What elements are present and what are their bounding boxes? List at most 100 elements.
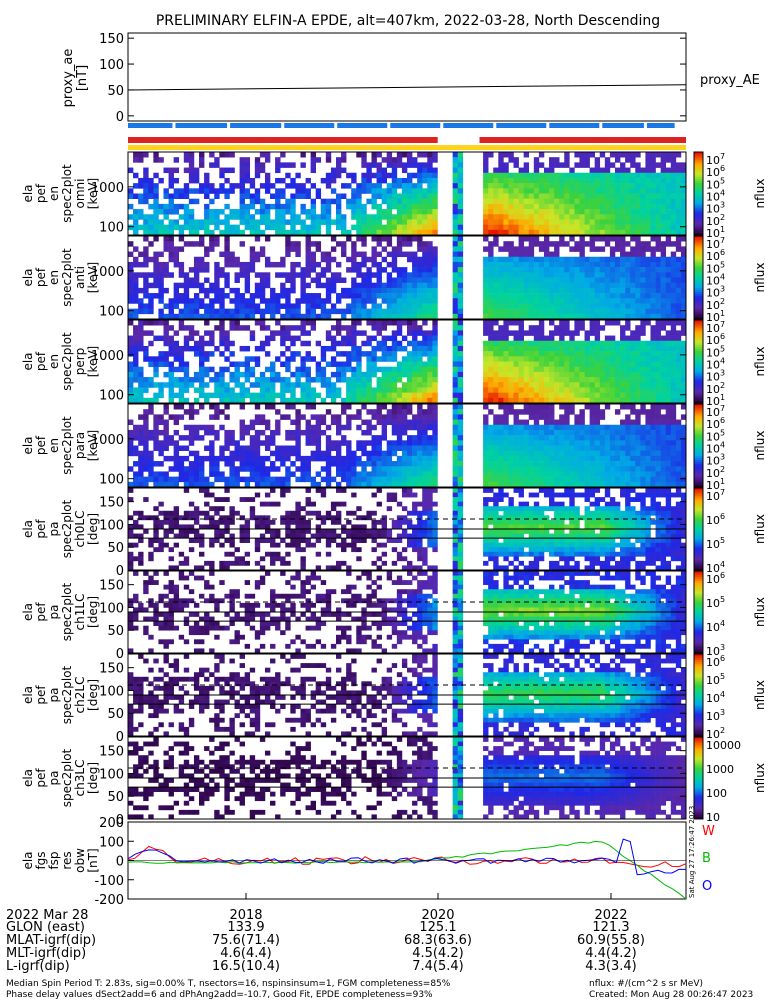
heatmap-cell bbox=[650, 293, 656, 299]
heatmap-cell bbox=[574, 440, 580, 446]
heatmap-cell bbox=[538, 461, 545, 467]
heatmap-cell bbox=[635, 287, 641, 294]
heatmap-cell bbox=[549, 356, 555, 362]
heatmap-cell bbox=[543, 371, 550, 378]
heatmap-cell bbox=[224, 203, 230, 210]
heatmap-cell bbox=[635, 183, 641, 189]
heatmap-cell bbox=[138, 340, 144, 347]
heatmap-cell bbox=[346, 229, 352, 236]
heatmap-cell bbox=[559, 209, 565, 215]
heatmap-cell bbox=[168, 177, 174, 184]
heatmap-cell bbox=[356, 203, 362, 210]
heatmap-cell bbox=[559, 356, 565, 362]
heatmap-cell bbox=[457, 198, 464, 205]
heatmap-cell bbox=[366, 371, 372, 378]
heatmap-cell bbox=[335, 308, 342, 315]
heatmap-cell bbox=[457, 419, 464, 426]
heatmap-cell bbox=[249, 392, 256, 399]
heatmap-cell bbox=[589, 392, 595, 399]
heatmap-cell bbox=[366, 320, 372, 326]
heatmap-cell bbox=[675, 236, 682, 242]
heatmap-cell bbox=[366, 397, 372, 404]
heatmap-cell bbox=[305, 224, 311, 231]
heatmap-cell bbox=[422, 476, 428, 483]
heatmap-cell bbox=[533, 345, 540, 352]
heatmap-cell bbox=[417, 167, 423, 174]
heatmap-cell bbox=[579, 424, 585, 431]
heatmap-cell bbox=[346, 461, 352, 467]
heatmap-cell bbox=[158, 387, 164, 393]
heatmap-cell bbox=[503, 461, 509, 467]
heatmap-cell bbox=[163, 236, 169, 242]
heatmap-cell bbox=[244, 188, 251, 194]
heatmap-cell bbox=[259, 219, 266, 225]
heatmap-cell bbox=[579, 340, 585, 347]
heatmap-cell bbox=[513, 340, 519, 347]
heatmap-cell bbox=[503, 313, 509, 320]
heatmap-cell bbox=[614, 219, 621, 225]
heatmap-cell bbox=[452, 445, 459, 451]
heatmap-cell bbox=[675, 267, 682, 273]
heatmap-cell bbox=[381, 455, 388, 462]
heatmap-cell bbox=[680, 224, 687, 231]
heatmap-cell bbox=[412, 476, 418, 483]
heatmap-cell bbox=[264, 476, 271, 483]
heatmap-cell bbox=[305, 435, 311, 441]
heatmap-cell bbox=[584, 256, 590, 263]
heatmap-cell bbox=[483, 356, 489, 362]
heatmap-cell bbox=[193, 261, 200, 268]
heatmap-cell bbox=[599, 172, 606, 179]
heatmap-cell bbox=[386, 303, 393, 309]
heatmap-cell bbox=[579, 214, 585, 220]
heatmap-cell bbox=[315, 298, 322, 304]
heatmap-cell bbox=[259, 377, 266, 383]
heatmap-cell bbox=[346, 361, 352, 367]
heatmap-cell bbox=[417, 404, 423, 410]
heatmap-cell bbox=[538, 387, 545, 393]
heatmap-cell bbox=[295, 435, 301, 441]
heatmap-cell bbox=[549, 409, 555, 415]
heatmap-cell bbox=[244, 445, 251, 451]
heatmap-cell bbox=[503, 371, 509, 378]
heatmap-cell bbox=[386, 193, 393, 199]
heatmap-cell bbox=[376, 476, 382, 483]
heatmap-cell bbox=[483, 340, 489, 347]
heatmap-cell bbox=[630, 308, 636, 315]
heatmap-cell bbox=[559, 387, 565, 393]
heatmap-cell bbox=[138, 429, 144, 436]
heatmap-cell bbox=[300, 340, 306, 347]
heatmap-cell bbox=[609, 320, 616, 326]
heatmap-cell bbox=[285, 246, 291, 252]
heatmap-cell bbox=[503, 261, 509, 268]
heatmap-cell bbox=[543, 172, 550, 179]
heatmap-cell bbox=[599, 293, 606, 299]
heatmap-cell bbox=[244, 261, 251, 268]
heatmap-cell bbox=[244, 162, 251, 168]
heatmap-cell bbox=[513, 162, 519, 168]
heatmap-cell bbox=[391, 377, 398, 383]
heatmap-cell bbox=[432, 445, 438, 451]
heatmap-cell bbox=[665, 152, 672, 158]
heatmap-cell bbox=[554, 361, 560, 367]
heatmap-cell bbox=[635, 377, 641, 383]
heatmap-cell bbox=[386, 335, 393, 342]
heatmap-cell bbox=[264, 445, 271, 451]
heatmap-cell bbox=[457, 162, 464, 168]
heatmap-cell bbox=[498, 152, 504, 158]
heatmap-cell bbox=[371, 361, 377, 367]
heatmap-cell bbox=[640, 251, 646, 258]
heatmap-cell bbox=[513, 287, 519, 294]
heatmap-cell bbox=[503, 272, 509, 278]
heatmap-cell bbox=[351, 382, 357, 388]
heatmap-cell bbox=[275, 330, 281, 336]
heatmap-cell bbox=[457, 366, 464, 373]
heatmap-cell bbox=[513, 330, 519, 336]
heatmap-cell bbox=[554, 313, 560, 320]
heatmap-cell bbox=[264, 340, 271, 347]
heatmap-cell bbox=[320, 397, 327, 404]
heatmap-cell bbox=[361, 351, 367, 357]
heatmap-cell bbox=[173, 392, 180, 399]
heatmap-cell bbox=[635, 325, 641, 331]
heatmap-cell bbox=[630, 293, 636, 299]
